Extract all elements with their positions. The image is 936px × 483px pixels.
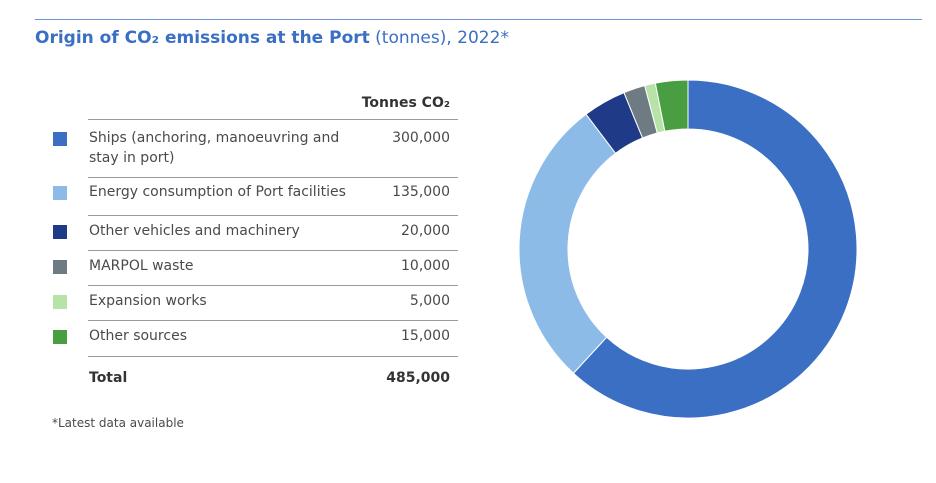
category-label: Energy consumption of Port facilities [89,184,346,200]
top-rule [35,19,922,20]
legend-swatch [53,260,67,274]
category-label: Expansion works [89,293,207,309]
value-label: 10,000 [401,258,450,274]
header-rule [88,119,458,120]
category-label: Other sources [89,328,187,344]
total-value: 485,000 [386,370,450,386]
donut-slice [518,113,617,374]
value-label: 15,000 [401,328,450,344]
legend-swatch [53,186,67,200]
category-label: Other vehicles and machinery [89,223,300,239]
category-label: MARPOL waste [89,258,194,274]
category-label: Ships (anchoring, manoeuvring and stay i… [89,130,340,166]
row-rule [88,215,458,216]
legend-swatch [53,132,67,146]
chart-subtitle: (tonnes), 2022* [375,28,509,48]
legend-swatch [53,330,67,344]
title-block: Origin of CO₂ emissions at the Port (ton… [35,27,509,49]
row-rule [88,285,458,286]
value-label: 20,000 [401,223,450,239]
value-label: 135,000 [392,184,450,200]
value-label: 300,000 [392,130,450,146]
chart-title: Origin of CO₂ emissions at the Port [35,28,370,48]
column-header: Tonnes CO₂ [361,95,450,111]
donut-slice [572,79,858,419]
footnote: *Latest data available [52,416,184,430]
row-rule [88,177,458,178]
legend-swatch [53,225,67,239]
legend-swatch [53,295,67,309]
row-rule [88,356,458,357]
row-rule [88,250,458,251]
total-label: Total [89,370,128,386]
row-rule [88,320,458,321]
donut-slice [654,79,689,132]
value-label: 5,000 [409,293,450,309]
